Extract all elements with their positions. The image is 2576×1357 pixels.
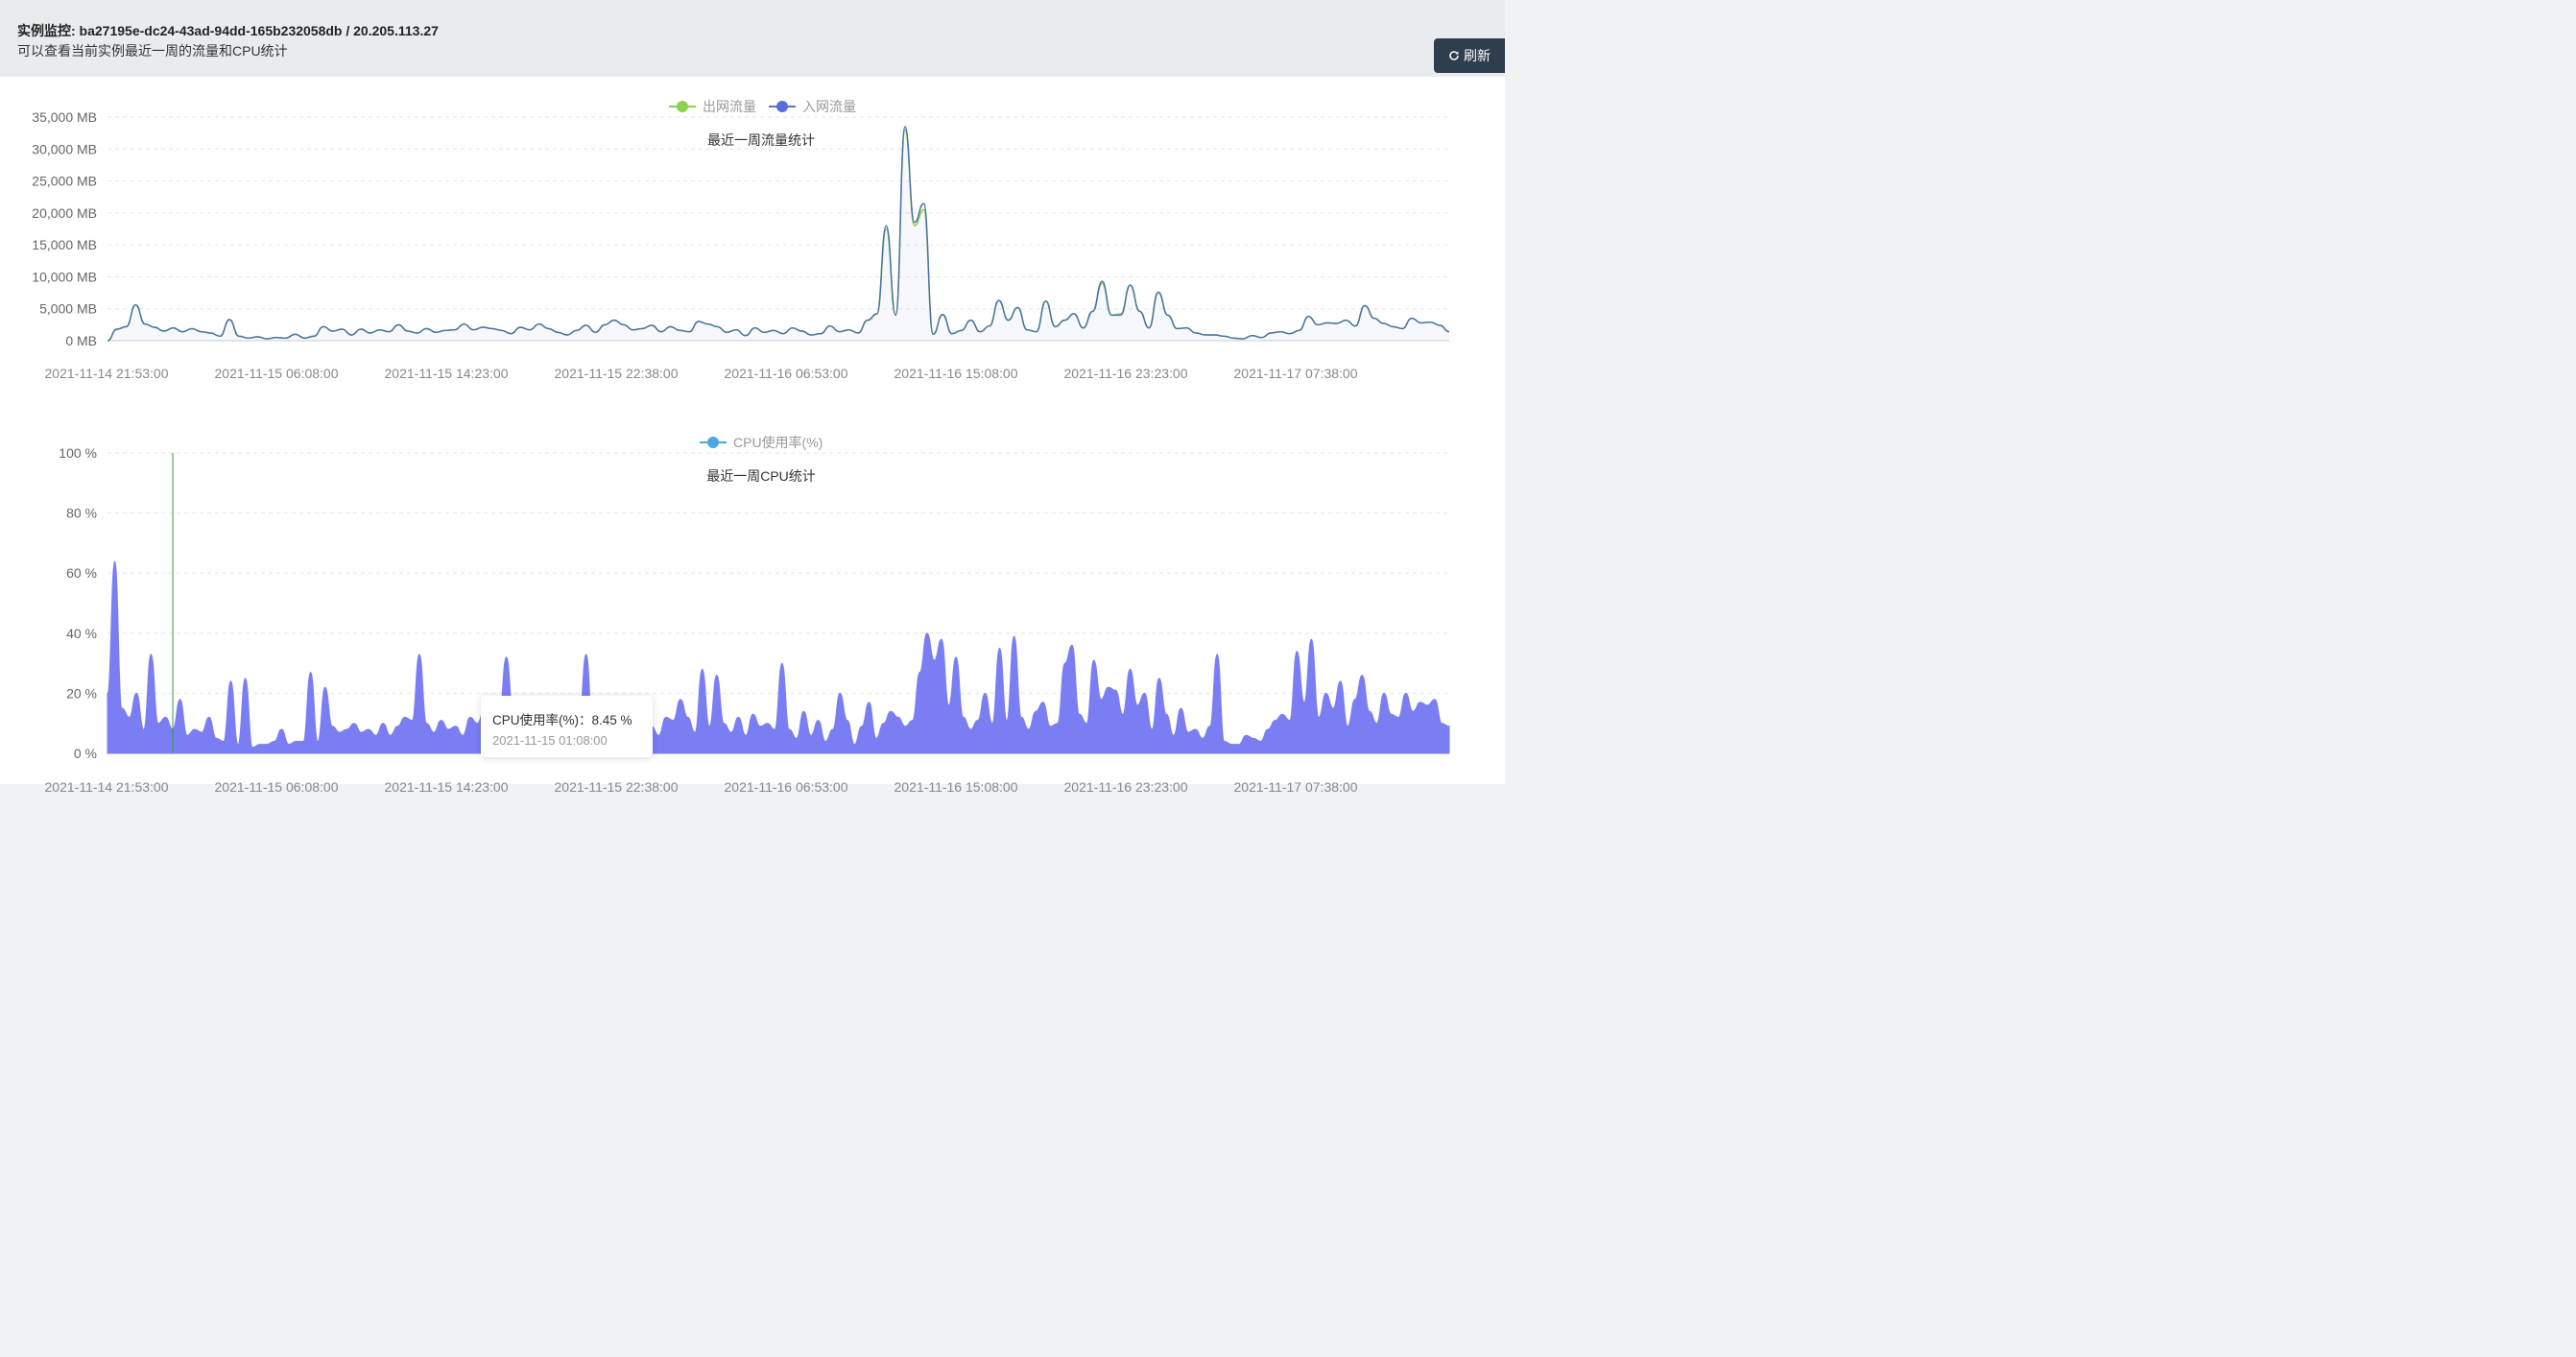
y-tick-label: 20 % bbox=[66, 685, 97, 701]
refresh-label: 刷新 bbox=[1464, 48, 1491, 63]
y-tick-label: 40 % bbox=[66, 626, 97, 641]
x-tick-label: 2021-11-14 21:53:00 bbox=[45, 779, 169, 795]
page-title: 实例监控: ba27195e-dc24-43ad-94dd-165b232058… bbox=[17, 23, 439, 38]
x-tick-label: 2021-11-15 14:23:00 bbox=[385, 779, 509, 795]
x-tick-label: 2021-11-16 06:53:00 bbox=[725, 366, 848, 381]
x-tick-label: 2021-11-15 06:08:00 bbox=[215, 366, 339, 381]
page-subtitle: 可以查看当前实例最近一周的流量和CPU统计 bbox=[17, 43, 288, 59]
x-tick-label: 2021-11-15 22:38:00 bbox=[555, 366, 679, 381]
legend-marker bbox=[707, 437, 719, 448]
x-tick-label: 2021-11-15 06:08:00 bbox=[215, 779, 339, 795]
legend-label: CPU使用率(%) bbox=[733, 435, 823, 450]
y-tick-label: 80 % bbox=[66, 506, 97, 521]
chart-tooltip: CPU使用率(%)：8.45 % 2021-11-15 01:08:00 bbox=[481, 696, 653, 757]
traffic-chart[interactable]: 0 MB 5,000 MB 10,000 MB 15,000 MB 20,000 MB 2… bbox=[0, 77, 1505, 413]
y-tick-label: 60 % bbox=[66, 565, 97, 581]
chart-title: 最近一周CPU统计 bbox=[706, 468, 816, 484]
cpu-area bbox=[107, 560, 1450, 754]
legend-label: 出网流量 bbox=[703, 99, 756, 114]
y-tick-label: 15,000 MB bbox=[32, 237, 97, 252]
y-tick-label: 100 % bbox=[59, 445, 97, 461]
legend-marker bbox=[776, 101, 788, 112]
x-tick-label: 2021-11-15 14:23:00 bbox=[385, 366, 509, 381]
refresh-button[interactable]: 刷新 bbox=[1434, 38, 1505, 73]
y-tick-label: 35,000 MB bbox=[32, 109, 97, 125]
in-traffic-line bbox=[107, 126, 1450, 342]
y-tick-label: 10,000 MB bbox=[32, 269, 97, 284]
charts-panel: 0 MB 5,000 MB 10,000 MB 15,000 MB 20,000 MB 2… bbox=[0, 77, 1505, 795]
refresh-icon bbox=[1449, 51, 1459, 60]
y-tick-label: 30,000 MB bbox=[32, 141, 97, 156]
tooltip-value: CPU使用率(%)：8.45 % bbox=[492, 713, 632, 727]
x-tick-label: 2021-11-17 07:38:00 bbox=[1234, 366, 1358, 381]
x-tick-label: 2021-11-16 06:53:00 bbox=[725, 779, 848, 795]
x-tick-label: 2021-11-16 23:23:00 bbox=[1064, 366, 1188, 381]
y-tick-label: 0 % bbox=[74, 746, 97, 761]
y-tick-label: 20,000 MB bbox=[32, 205, 97, 221]
x-tick-label: 2021-11-16 15:08:00 bbox=[894, 779, 1018, 795]
page-header: 实例监控: ba27195e-dc24-43ad-94dd-165b232058… bbox=[0, 0, 1505, 77]
legend-label: 入网流量 bbox=[802, 99, 856, 114]
x-tick-label: 2021-11-16 15:08:00 bbox=[894, 366, 1018, 381]
tooltip-time: 2021-11-15 01:08:00 bbox=[492, 733, 608, 748]
x-tick-label: 2021-11-15 22:38:00 bbox=[555, 779, 679, 795]
chart-title: 最近一周流量统计 bbox=[707, 132, 815, 148]
x-tick-label: 2021-11-17 07:38:00 bbox=[1234, 779, 1358, 795]
x-tick-label: 2021-11-14 21:53:00 bbox=[45, 366, 169, 381]
legend-marker bbox=[677, 101, 688, 112]
x-tick-label: 2021-11-16 23:23:00 bbox=[1064, 779, 1188, 795]
y-tick-label: 0 MB bbox=[65, 333, 97, 348]
y-tick-label: 25,000 MB bbox=[32, 174, 97, 189]
y-tick-label: 5,000 MB bbox=[39, 301, 97, 317]
cpu-chart[interactable]: 0 % 20 % 40 % 60 % 80 % 100 % 2021-11-14 21:53… bbox=[0, 413, 1505, 1084]
